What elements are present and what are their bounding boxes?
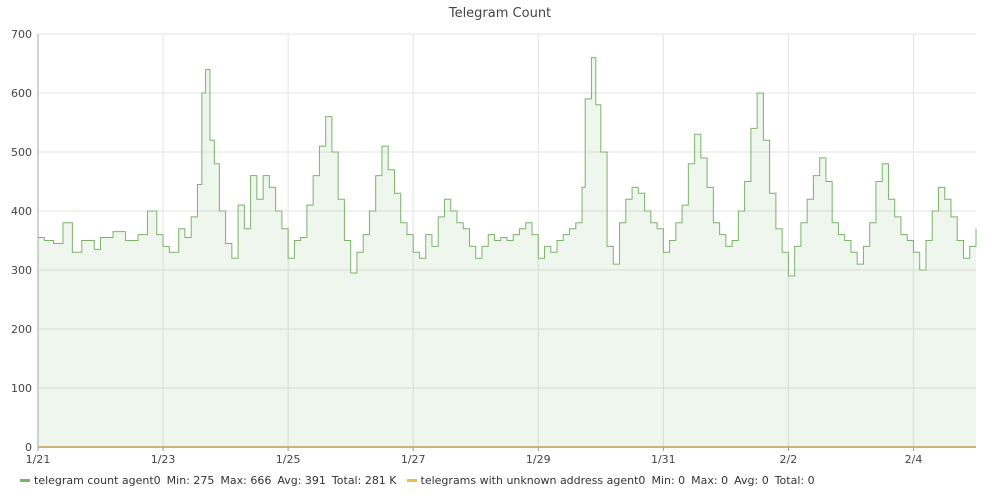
legend-stat-avg: Avg: 0	[734, 474, 769, 487]
y-tick-label: 100	[11, 382, 32, 395]
legend-stat-total: Total: 281 K	[331, 474, 397, 487]
legend-entry[interactable]: telegram count agent0 Min: 275 Max: 666 Avg…	[20, 474, 397, 487]
x-tick-label: 2/2	[780, 453, 798, 466]
legend-swatch	[406, 479, 417, 482]
chart-title: Telegram Count	[448, 6, 552, 21]
series-area-telegram-count	[38, 57, 976, 447]
axis-layer: 0 100 200 300 400 500 600 700 1/21 1/23 1/25 1/27 1/…	[11, 28, 976, 466]
legend-stat-min: Min: 0	[651, 474, 686, 487]
legend-swatch	[20, 479, 30, 482]
y-tick-label: 200	[11, 323, 32, 336]
legend-entry[interactable]: telegrams with unknown address agent0 Min…	[406, 474, 815, 487]
legend-stat-max: Max: 0	[691, 474, 729, 487]
x-tick-label: 1/29	[526, 453, 551, 466]
y-tick-label: 700	[11, 28, 32, 41]
legend-stats: Min: 0 Max: 0 Avg: 0 Total: 0	[645, 474, 814, 487]
y-tick-label: 500	[11, 146, 32, 159]
legend-stat-avg: Avg: 391	[277, 474, 326, 487]
y-tick-label: 400	[11, 205, 32, 218]
legend-stat-total: Total: 0	[774, 474, 815, 487]
y-tick-label: 300	[11, 264, 32, 277]
x-tick-label: 1/27	[401, 453, 426, 466]
y-tick-label: 0	[25, 441, 32, 454]
legend-stats: Min: 275 Max: 666 Avg: 391 Total: 281 K	[161, 474, 397, 487]
x-tick-label: 1/23	[151, 453, 176, 466]
series-line-telegram-count	[38, 57, 977, 277]
x-tick-label: 1/31	[651, 453, 676, 466]
x-tick-label: 2/4	[905, 453, 923, 466]
x-tick-label: 1/21	[26, 453, 51, 466]
legend-series-name: telegrams with unknown address agent0	[420, 474, 646, 487]
y-tick-label: 600	[11, 87, 32, 100]
legend-series-name: telegram count agent0	[34, 474, 161, 487]
legend-stat-max: Max: 666	[220, 474, 272, 487]
legend: telegram count agent0 Min: 275 Max: 666 Avg…	[20, 474, 825, 487]
x-tick-label: 1/25	[276, 453, 301, 466]
legend-stat-min: Min: 275	[166, 474, 215, 487]
